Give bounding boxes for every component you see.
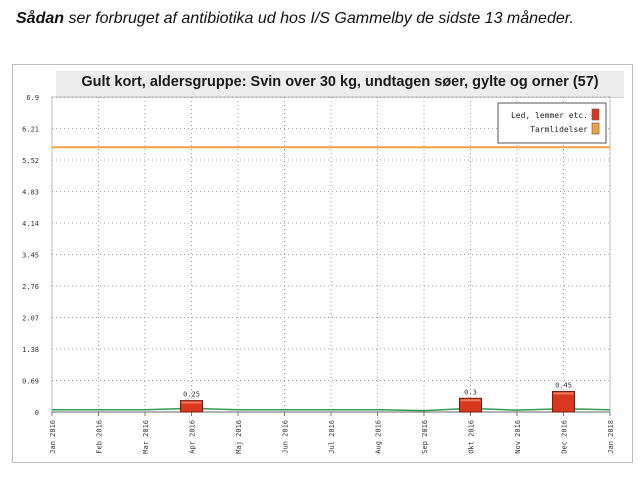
page-title: Sådan ser forbruget af antibiotika ud ho… xyxy=(16,10,574,28)
y-tick-label: 5.52 xyxy=(22,157,39,165)
chart-title-bar: Gult kort, aldersgruppe: Svin over 30 kg… xyxy=(56,71,624,98)
page-title-rest: ser forbruget af antibiotika ud hos I/S … xyxy=(64,10,574,27)
chart-title: Gult kort, aldersgruppe: Svin over 30 kg… xyxy=(81,74,599,90)
y-tick-label: 4.83 xyxy=(22,189,39,197)
x-tick-label: Okt 2016 xyxy=(468,420,476,454)
x-tick-label: Jun 2016 xyxy=(282,420,290,454)
bar-data-label: 0.25 xyxy=(183,391,200,399)
y-tick-label: 4.14 xyxy=(22,220,39,228)
series-line-baseline xyxy=(52,407,611,412)
y-tick-label: 2.76 xyxy=(22,283,39,291)
bar-data-label: 0.45 xyxy=(555,381,572,389)
y-tick-label: 2.07 xyxy=(22,315,39,323)
x-tick-label: Jan 2018 xyxy=(607,420,615,454)
bar xyxy=(180,400,203,413)
x-tick-label: Apr 2016 xyxy=(189,420,197,454)
bar xyxy=(552,390,575,413)
y-tick-label: 1.38 xyxy=(22,346,39,354)
bar-highlight xyxy=(460,399,481,402)
x-tick-label: Mar 2016 xyxy=(142,420,150,454)
legend-swatch xyxy=(591,108,600,121)
y-tick-label: 0 xyxy=(35,409,39,417)
y-tick-label: 6.21 xyxy=(22,126,39,134)
x-tick-label: Jan 2016 xyxy=(49,420,57,454)
x-tick-label: Aug 2016 xyxy=(375,420,383,454)
bar xyxy=(459,397,482,413)
y-tick-label: 6.9 xyxy=(26,94,39,102)
legend-swatch xyxy=(591,122,600,135)
y-tick-label: 0.69 xyxy=(22,378,39,386)
legend-label: Tarmlidelser xyxy=(530,125,588,134)
x-tick-label: Nov 2016 xyxy=(514,420,522,454)
legend-label: Led, lemmer etc. xyxy=(511,111,588,120)
x-tick-label: Jul 2016 xyxy=(328,420,336,454)
bar-highlight xyxy=(181,401,202,404)
page-title-bold: Sådan xyxy=(16,10,65,27)
plot-area xyxy=(51,96,611,413)
x-tick-label: Sep 2016 xyxy=(421,420,429,454)
legend: Led, lemmer etc. Tarmlidelser xyxy=(497,102,607,144)
x-tick-label: Maj 2016 xyxy=(235,420,243,454)
bar-data-label: 0.3 xyxy=(464,388,477,396)
bar-highlight xyxy=(553,392,574,395)
legend-box xyxy=(497,102,607,144)
x-tick-label: Dec 2016 xyxy=(561,420,569,454)
x-tick-label: Feb 2016 xyxy=(96,420,104,454)
y-tick-label: 3.45 xyxy=(22,252,39,260)
